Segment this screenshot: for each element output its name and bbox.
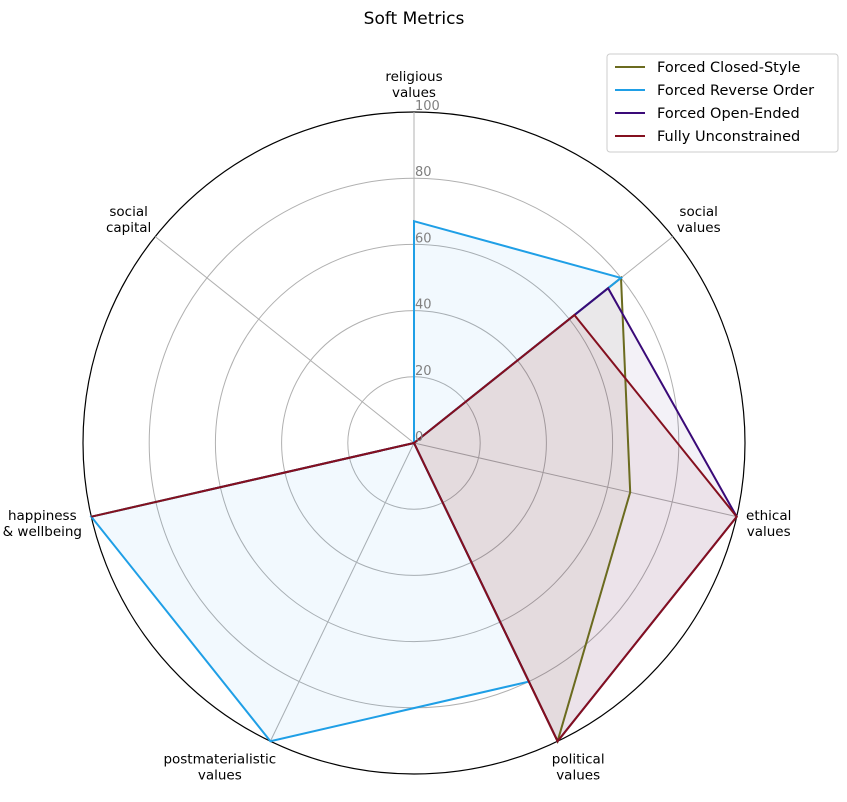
spoke-line — [269, 442, 415, 742]
radial-tick-label: 80 — [415, 165, 432, 180]
axis-label-line: happiness — [8, 508, 77, 524]
radial-tick-label: 0 — [415, 430, 423, 445]
axis-label-line: values — [198, 767, 242, 783]
radial-tick-label: 60 — [415, 231, 432, 246]
series-fill-3 — [91, 315, 737, 742]
axis-label-line: political — [552, 751, 605, 767]
axis-label-line: social — [679, 204, 718, 220]
axis-label-line: values — [556, 767, 600, 783]
series-fill-0 — [91, 277, 631, 742]
series-fill-1 — [91, 221, 622, 742]
series-line-3 — [91, 313, 738, 744]
axis-label-line: capital — [106, 220, 151, 236]
legend-label: Fully Unconstrained — [657, 129, 800, 145]
legend: Forced Closed-Style Forced Reverse Order F… — [606, 53, 839, 153]
legend-label: Forced Open-Ended — [657, 106, 800, 122]
series-lines — [89, 219, 738, 744]
axis-label-line: religious — [385, 69, 442, 85]
radial-tick-label: 100 — [415, 99, 440, 114]
radial-tick-label: 40 — [415, 298, 432, 313]
radial-ticks: 0 20 40 60 80 100 — [415, 99, 440, 445]
legend-label: Forced Reverse Order — [657, 83, 814, 99]
spoke-line — [413, 442, 737, 518]
spoke-line — [154, 236, 415, 444]
axis-labels: religiousvaluessocialvaluesethicalvalues… — [3, 69, 792, 783]
legend-label: Forced Closed-Style — [657, 60, 800, 76]
axis-label-line: values — [392, 85, 436, 101]
axis-label-line: values — [677, 220, 721, 236]
axis-label-line: ethical — [746, 508, 791, 524]
axis-label-line: & wellbeing — [3, 524, 82, 540]
series-fill-2 — [197, 288, 737, 742]
series-fills — [91, 221, 737, 742]
axis-label-line: values — [747, 524, 791, 540]
chart-title: Soft Metrics — [364, 9, 465, 29]
radial-tick-label: 20 — [415, 364, 432, 379]
axis-label-line: postmaterialistic — [163, 751, 276, 767]
axis-label-line: social — [109, 204, 148, 220]
legend-box — [606, 53, 839, 153]
axis-label-5: happiness& wellbeing — [3, 508, 82, 540]
